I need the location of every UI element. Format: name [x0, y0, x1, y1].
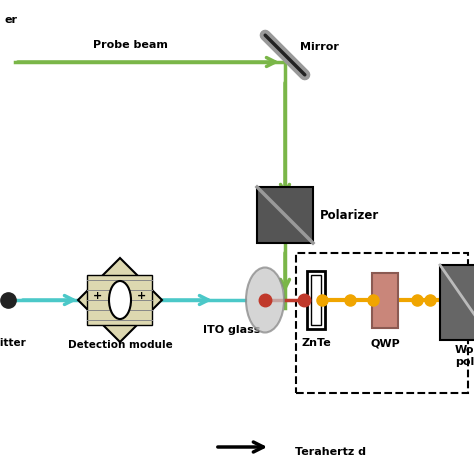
Text: Polarizer: Polarizer [320, 209, 379, 221]
Text: Detection module: Detection module [68, 340, 173, 350]
Polygon shape [78, 258, 162, 342]
Text: mitter: mitter [0, 338, 27, 348]
Text: Mirror: Mirror [300, 42, 339, 52]
Text: +: + [93, 291, 103, 301]
Text: Wolla-
polari-: Wolla- polari- [455, 345, 474, 367]
Bar [307, 271, 325, 329]
Bar [296, 253, 468, 393]
Text: ZnTe: ZnTe [301, 338, 331, 348]
Bar [311, 275, 321, 325]
Bar [88, 275, 153, 325]
Ellipse shape [246, 267, 284, 332]
Text: Terahertz d: Terahertz d [295, 447, 366, 457]
Bar [257, 187, 313, 243]
Text: Probe beam: Probe beam [92, 40, 167, 50]
Text: +: + [137, 291, 146, 301]
Text: ITO glass: ITO glass [203, 325, 261, 335]
Text: QWP: QWP [370, 338, 400, 348]
Ellipse shape [109, 281, 131, 319]
Bar [372, 273, 398, 328]
Text: er: er [5, 15, 18, 25]
Bar [440, 265, 474, 340]
